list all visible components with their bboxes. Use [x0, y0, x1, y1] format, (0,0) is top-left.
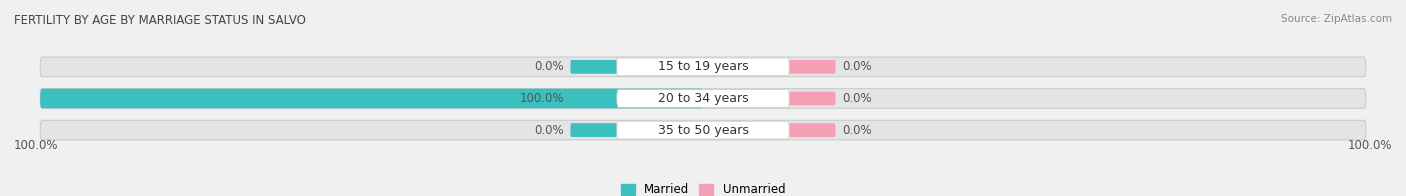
Text: 0.0%: 0.0% [534, 60, 564, 73]
FancyBboxPatch shape [789, 92, 835, 105]
Text: 0.0%: 0.0% [534, 124, 564, 137]
Text: 35 to 50 years: 35 to 50 years [658, 124, 748, 137]
Text: 100.0%: 100.0% [519, 92, 564, 105]
FancyBboxPatch shape [571, 60, 617, 74]
Text: 100.0%: 100.0% [14, 139, 58, 152]
FancyBboxPatch shape [41, 120, 1365, 140]
FancyBboxPatch shape [41, 89, 1365, 108]
FancyBboxPatch shape [41, 57, 1365, 77]
Text: 20 to 34 years: 20 to 34 years [658, 92, 748, 105]
FancyBboxPatch shape [41, 89, 703, 108]
Text: FERTILITY BY AGE BY MARRIAGE STATUS IN SALVO: FERTILITY BY AGE BY MARRIAGE STATUS IN S… [14, 14, 307, 27]
Text: 0.0%: 0.0% [842, 60, 872, 73]
Text: 0.0%: 0.0% [842, 92, 872, 105]
FancyBboxPatch shape [617, 121, 789, 139]
Legend: Married, Unmarried: Married, Unmarried [620, 183, 786, 196]
Text: 100.0%: 100.0% [1348, 139, 1392, 152]
FancyBboxPatch shape [617, 58, 789, 76]
FancyBboxPatch shape [571, 92, 617, 105]
FancyBboxPatch shape [789, 123, 835, 137]
Text: 0.0%: 0.0% [842, 124, 872, 137]
FancyBboxPatch shape [617, 90, 789, 107]
Text: Source: ZipAtlas.com: Source: ZipAtlas.com [1281, 14, 1392, 24]
Text: 15 to 19 years: 15 to 19 years [658, 60, 748, 73]
FancyBboxPatch shape [571, 123, 617, 137]
FancyBboxPatch shape [789, 60, 835, 74]
